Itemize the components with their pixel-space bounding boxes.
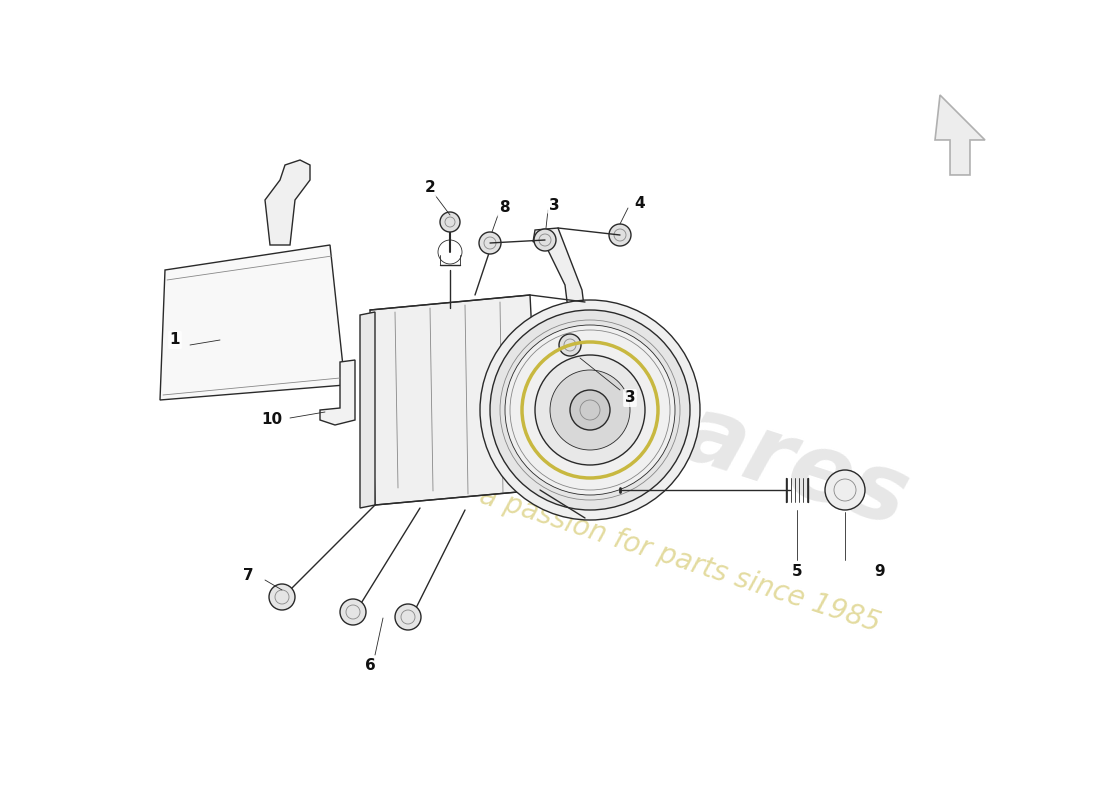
- Circle shape: [534, 229, 556, 251]
- Polygon shape: [160, 245, 345, 400]
- Circle shape: [490, 310, 690, 510]
- Polygon shape: [265, 160, 310, 245]
- Polygon shape: [935, 95, 984, 175]
- Circle shape: [270, 584, 295, 610]
- Text: 4: 4: [635, 195, 646, 210]
- Polygon shape: [360, 312, 375, 508]
- Text: 10: 10: [262, 413, 283, 427]
- Circle shape: [480, 300, 700, 520]
- Text: a passion for parts since 1985: a passion for parts since 1985: [476, 482, 884, 638]
- Text: 9: 9: [874, 565, 886, 579]
- Circle shape: [440, 212, 460, 232]
- Polygon shape: [370, 295, 540, 505]
- Circle shape: [550, 370, 630, 450]
- Circle shape: [395, 604, 421, 630]
- Polygon shape: [320, 360, 355, 425]
- Text: euroPares: euroPares: [381, 294, 920, 546]
- Text: 8: 8: [498, 201, 509, 215]
- Text: 7: 7: [243, 567, 253, 582]
- Text: 1: 1: [169, 333, 180, 347]
- Circle shape: [505, 325, 675, 495]
- Text: 3: 3: [549, 198, 559, 213]
- Circle shape: [825, 470, 865, 510]
- Circle shape: [535, 355, 645, 465]
- Text: 6: 6: [364, 658, 375, 673]
- Text: 5: 5: [792, 565, 802, 579]
- Circle shape: [609, 224, 631, 246]
- Polygon shape: [534, 228, 590, 358]
- Text: 2: 2: [425, 181, 436, 195]
- Circle shape: [559, 334, 581, 356]
- Circle shape: [570, 390, 611, 430]
- Circle shape: [478, 232, 500, 254]
- Circle shape: [340, 599, 366, 625]
- Text: 3: 3: [625, 390, 636, 406]
